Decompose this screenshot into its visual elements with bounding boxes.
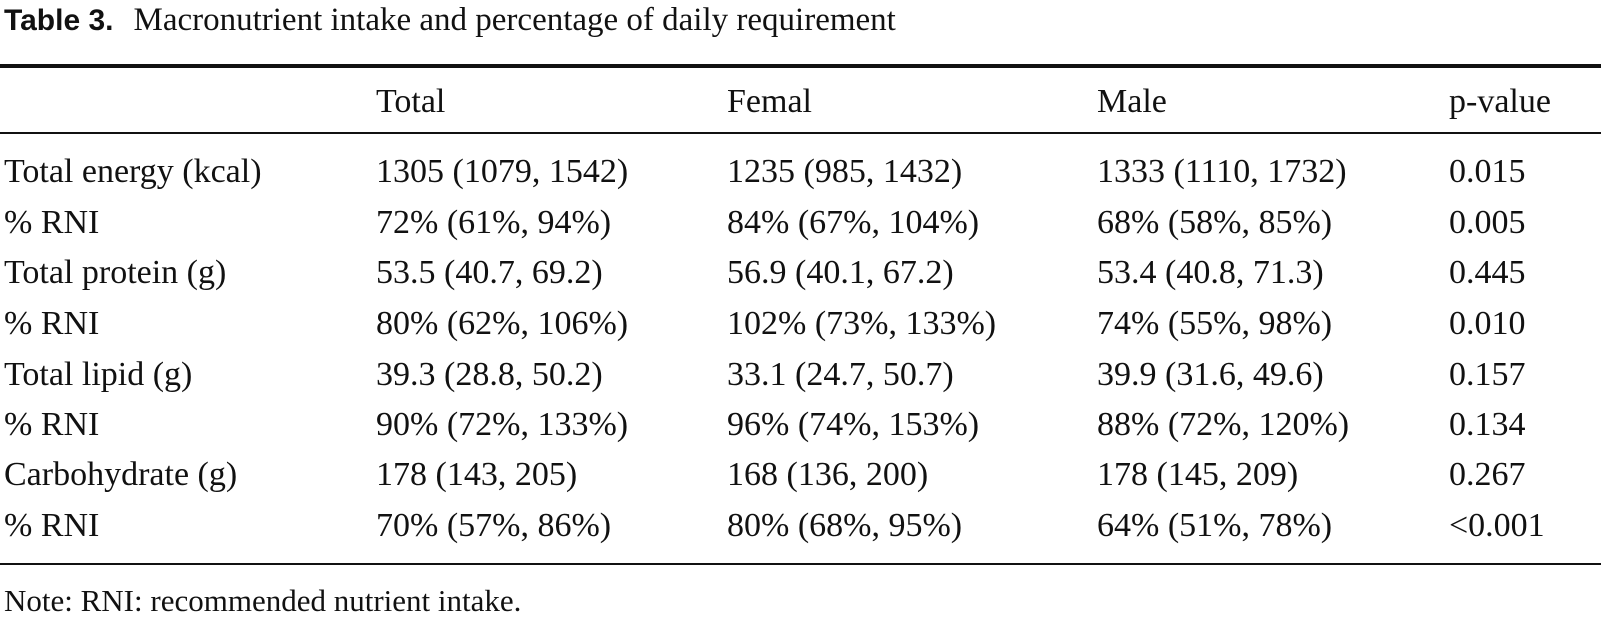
total-cell: 39.3 (28.8, 50.2) xyxy=(376,356,603,393)
total-cell: 1305 (1079, 1542) xyxy=(376,153,629,190)
table-note: Note: RNI: recommended nutrient intake. xyxy=(4,583,522,618)
male-cell: 178 (145, 209) xyxy=(1097,456,1299,493)
total-cell: 70% (57%, 86%) xyxy=(376,507,612,544)
row-label: Total lipid (g) xyxy=(4,356,193,393)
table-row: % RNI 80% (62%, 106%) 102% (73%, 133%) 7… xyxy=(0,299,1601,349)
header-cell-male: Male xyxy=(1097,83,1167,120)
top-rule xyxy=(0,64,1601,68)
table-row: Total energy (kcal) 1305 (1079, 1542) 12… xyxy=(0,147,1601,197)
table-row: % RNI 70% (57%, 86%) 80% (68%, 95%) 64% … xyxy=(0,501,1601,551)
female-cell: 56.9 (40.1, 67.2) xyxy=(727,254,954,291)
female-cell: 1235 (985, 1432) xyxy=(727,153,963,190)
total-cell: 80% (62%, 106%) xyxy=(376,305,629,342)
row-label: % RNI xyxy=(4,406,100,443)
table-row: Total protein (g) 53.5 (40.7, 69.2) 56.9… xyxy=(0,248,1601,298)
table-title: Macronutrient intake and percentage of d… xyxy=(133,2,896,38)
p-value-cell: 0.010 xyxy=(1449,305,1526,342)
female-cell: 33.1 (24.7, 50.7) xyxy=(727,356,954,393)
table-row: % RNI 72% (61%, 94%) 84% (67%, 104%) 68%… xyxy=(0,198,1601,248)
male-cell: 64% (51%, 78%) xyxy=(1097,507,1333,544)
male-cell: 1333 (1110, 1732) xyxy=(1097,153,1347,190)
male-cell: 39.9 (31.6, 49.6) xyxy=(1097,356,1324,393)
table-caption: Table 3. Macronutrient intake and percent… xyxy=(4,0,896,40)
row-label: % RNI xyxy=(4,305,100,342)
header-cell-total: Total xyxy=(376,83,446,120)
row-label: Carbohydrate (g) xyxy=(4,456,238,493)
male-cell: 68% (58%, 85%) xyxy=(1097,204,1333,241)
row-label: % RNI xyxy=(4,507,100,544)
male-cell: 53.4 (40.8, 71.3) xyxy=(1097,254,1324,291)
table-row: Carbohydrate (g) 178 (143, 205) 168 (136… xyxy=(0,450,1601,500)
p-value-cell: <0.001 xyxy=(1449,507,1545,544)
female-cell: 84% (67%, 104%) xyxy=(727,204,980,241)
row-label: Total protein (g) xyxy=(4,254,227,291)
p-value-cell: 0.267 xyxy=(1449,456,1526,493)
male-cell: 88% (72%, 120%) xyxy=(1097,406,1350,443)
female-cell: 96% (74%, 153%) xyxy=(727,406,980,443)
p-value-cell: 0.157 xyxy=(1449,356,1526,393)
header-cell-p-value: p-value xyxy=(1449,83,1551,120)
header-cell-female: Femal xyxy=(727,83,812,120)
p-value-cell: 0.005 xyxy=(1449,204,1526,241)
female-cell: 80% (68%, 95%) xyxy=(727,507,963,544)
table-row: % RNI 90% (72%, 133%) 96% (74%, 153%) 88… xyxy=(0,400,1601,450)
total-cell: 178 (143, 205) xyxy=(376,456,578,493)
header-rule xyxy=(0,132,1601,134)
total-cell: 72% (61%, 94%) xyxy=(376,204,612,241)
table-row: Total lipid (g) 39.3 (28.8, 50.2) 33.1 (… xyxy=(0,350,1601,400)
female-cell: 102% (73%, 133%) xyxy=(727,305,997,342)
bottom-rule xyxy=(0,563,1601,565)
total-cell: 90% (72%, 133%) xyxy=(376,406,629,443)
total-cell: 53.5 (40.7, 69.2) xyxy=(376,254,603,291)
female-cell: 168 (136, 200) xyxy=(727,456,929,493)
table-number: Table 3. xyxy=(4,4,114,37)
row-label: % RNI xyxy=(4,204,100,241)
p-value-cell: 0.015 xyxy=(1449,153,1526,190)
p-value-cell: 0.445 xyxy=(1449,254,1526,291)
row-label: Total energy (kcal) xyxy=(4,153,262,190)
male-cell: 74% (55%, 98%) xyxy=(1097,305,1333,342)
p-value-cell: 0.134 xyxy=(1449,406,1526,443)
table-header-row: Total Femal Male p-value xyxy=(0,77,1601,127)
